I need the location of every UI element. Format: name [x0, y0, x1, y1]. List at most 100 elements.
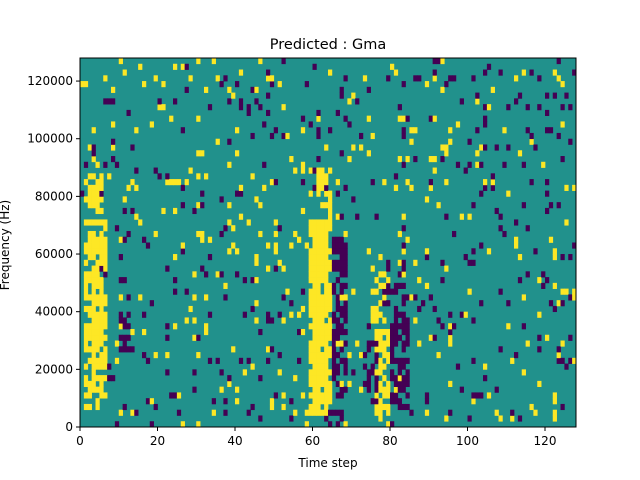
heatmap-cell	[99, 173, 104, 180]
heatmap-cell	[390, 340, 395, 347]
heatmap-cell	[215, 271, 220, 278]
heatmap-cell	[316, 340, 321, 347]
heatmap-cell	[83, 363, 89, 370]
heatmap-cell	[378, 380, 383, 387]
heatmap-cell	[331, 282, 337, 289]
heatmap-cell	[254, 259, 259, 266]
heatmap-cell	[386, 403, 391, 411]
heatmap-cell	[188, 75, 193, 82]
heatmap-cell	[111, 156, 116, 163]
heatmap-cell	[556, 58, 561, 65]
heatmap-cell	[320, 328, 325, 336]
heatmap-cell	[374, 352, 379, 359]
heatmap-cell	[335, 392, 340, 399]
heatmap-cell	[401, 271, 406, 278]
heatmap-cell	[215, 75, 220, 82]
heatmap-cell	[351, 144, 356, 151]
heatmap-cell	[413, 156, 418, 163]
heatmap-cell	[568, 254, 573, 261]
heatmap-cell	[537, 104, 542, 111]
heatmap-cell	[397, 403, 402, 411]
heatmap-cell	[328, 288, 333, 295]
heatmap-cell	[328, 219, 333, 226]
heatmap-cell	[324, 305, 329, 313]
heatmap-cell	[262, 161, 267, 168]
heatmap-cell	[300, 179, 306, 186]
y-tick-label: 80000	[35, 189, 73, 203]
heatmap-cell	[165, 179, 170, 186]
heatmap-cell	[304, 421, 309, 428]
heatmap-cell	[293, 375, 298, 382]
heatmap-cell	[339, 415, 344, 422]
heatmap-cell	[339, 242, 344, 249]
heatmap-cell	[440, 323, 445, 330]
heatmap-cell	[374, 369, 379, 376]
heatmap-cell	[200, 236, 205, 243]
heatmap-cell	[281, 132, 286, 140]
heatmap-cell	[370, 179, 375, 186]
heatmap-cell	[475, 150, 480, 157]
heatmap-cell	[91, 375, 96, 382]
heatmap-cell	[188, 305, 193, 313]
heatmap-cell	[227, 219, 232, 226]
heatmap-cell	[378, 311, 383, 318]
heatmap-cell	[312, 392, 317, 399]
heatmap-cell	[432, 69, 437, 76]
heatmap-cell	[328, 352, 333, 359]
heatmap-cell	[312, 352, 317, 359]
heatmap-cell	[184, 288, 189, 295]
heatmap-cell	[545, 207, 550, 215]
heatmap-cell	[320, 259, 325, 266]
heatmap-cell	[266, 357, 271, 364]
heatmap-cell	[374, 346, 379, 353]
heatmap-cell	[440, 259, 445, 266]
heatmap-cell	[103, 259, 108, 266]
heatmap-cell	[196, 115, 201, 122]
heatmap-cell	[316, 352, 321, 359]
heatmap-cell	[111, 98, 116, 105]
heatmap-cell	[320, 323, 325, 330]
heatmap-cell	[320, 294, 325, 301]
heatmap-cell	[87, 334, 92, 341]
heatmap-cell	[343, 357, 348, 364]
heatmap-cell	[393, 334, 399, 341]
heatmap-cell	[393, 380, 399, 387]
heatmap-cell	[366, 323, 371, 330]
heatmap-cell	[378, 328, 383, 336]
heatmap-cell	[320, 167, 325, 174]
heatmap-cell	[312, 248, 317, 255]
heatmap-cell	[413, 294, 418, 301]
heatmap-cell	[355, 340, 360, 347]
heatmap-cell	[490, 184, 495, 191]
heatmap-cell	[328, 305, 333, 313]
heatmap-cell	[122, 196, 127, 203]
heatmap-cell	[405, 380, 410, 387]
heatmap-cell	[231, 242, 236, 249]
heatmap-cell	[192, 369, 197, 376]
heatmap-cell	[514, 75, 519, 82]
heatmap-cell	[161, 81, 166, 88]
heatmap-cell	[483, 121, 488, 128]
heatmap-cell	[444, 150, 449, 157]
heatmap-cell	[269, 81, 275, 88]
heatmap-cell	[324, 311, 329, 318]
heatmap-cell	[207, 104, 213, 111]
heatmap-cell	[316, 328, 321, 336]
heatmap-cell	[479, 144, 484, 151]
heatmap-cell	[308, 300, 313, 307]
heatmap-cell	[316, 242, 321, 249]
heatmap-cell	[227, 375, 232, 382]
heatmap-cell	[312, 398, 317, 405]
heatmap-cell	[343, 75, 348, 82]
heatmap-cell	[568, 294, 573, 301]
heatmap-cell	[483, 144, 488, 151]
heatmap-cell	[134, 184, 139, 191]
heatmap-cell	[548, 202, 554, 209]
heatmap-cell	[142, 236, 147, 243]
heatmap-cell	[165, 352, 170, 359]
heatmap-cell	[145, 357, 151, 364]
heatmap-cell	[231, 346, 236, 353]
heatmap-cell	[339, 265, 344, 272]
heatmap-cell	[312, 317, 317, 324]
heatmap-cell	[390, 352, 395, 359]
